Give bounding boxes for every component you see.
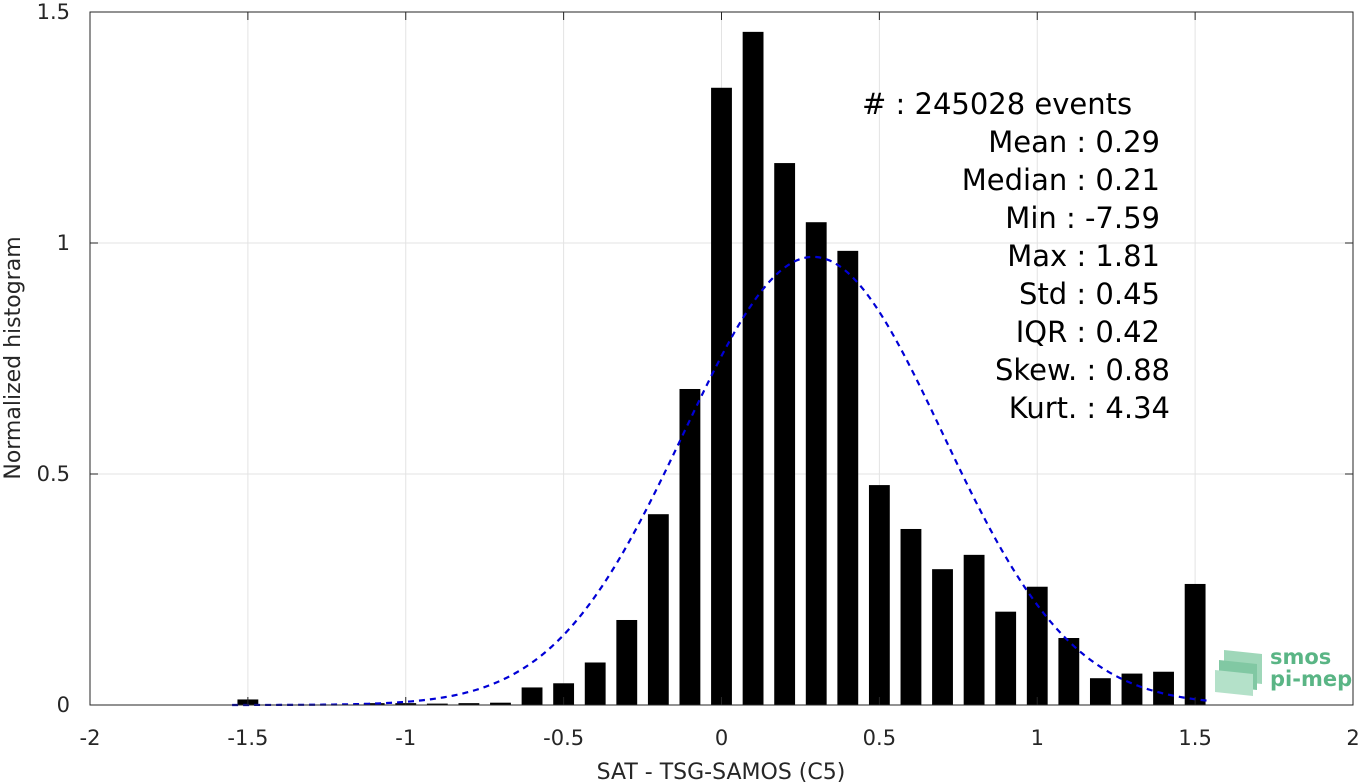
normal-fit-curve: [232, 255, 1212, 707]
histogram-bar: [616, 619, 638, 705]
stat-count: # : 245028 events: [862, 87, 1132, 121]
bars: [237, 31, 1206, 706]
histogram-bar: [1184, 583, 1206, 705]
x-tick-label: 1: [1031, 726, 1044, 750]
histogram-bar: [584, 662, 606, 705]
y-tick-label: 0.5: [37, 462, 70, 486]
histogram-bar: [963, 554, 985, 705]
x-tick-label: -0.5: [543, 726, 584, 750]
logo-line1: smos: [1270, 645, 1331, 669]
smos-pi-mep-logo: smos pi-mep: [1215, 645, 1352, 696]
stats-box: # : 245028 events Mean : 0.29 Median : 0…: [862, 87, 1170, 425]
stat-median: Median : 0.21: [962, 163, 1160, 197]
histogram-bar: [774, 163, 796, 706]
x-tick-label: 1.5: [1178, 726, 1211, 750]
stat-kurt: Kurt. : 4.34: [1009, 391, 1170, 425]
histogram-bar: [1089, 678, 1111, 705]
stat-iqr: IQR : 0.42: [1016, 315, 1160, 349]
histogram-bar: [742, 31, 764, 705]
x-axis-label: SAT - TSG-SAMOS (C5): [597, 760, 846, 784]
y-tick-labels: 0 0.5 1 1.5: [37, 0, 70, 717]
histogram-bar: [711, 87, 732, 705]
histogram-bar: [679, 388, 701, 705]
histogram-bar: [868, 485, 890, 705]
histogram-bar: [1153, 671, 1174, 705]
logo-line2: pi-mep: [1270, 667, 1352, 691]
x-tick-labels: -2 -1.5 -1 -0.5 0 0.5 1 1.5 2: [80, 726, 1360, 750]
histogram-bar: [363, 703, 385, 705]
y-tick-label: 1.5: [37, 0, 70, 24]
histogram-bar: [900, 528, 922, 705]
stat-std: Std : 0.45: [1019, 277, 1160, 311]
x-tick-label: -1.5: [227, 726, 268, 750]
stat-skew: Skew. : 0.88: [995, 353, 1170, 387]
x-tick-label: 0: [715, 726, 728, 750]
axes: [89, 11, 1354, 706]
histogram-bar: [995, 611, 1017, 705]
histogram-bar: [837, 250, 859, 705]
x-tick-label: 0.5: [863, 726, 896, 750]
stat-mean: Mean : 0.29: [988, 125, 1160, 159]
stat-min: Min : -7.59: [1005, 201, 1160, 235]
histogram-bar: [1121, 673, 1143, 705]
y-tick-label: 1: [57, 231, 70, 255]
stat-max: Max : 1.81: [1007, 239, 1160, 273]
histogram-bar: [647, 514, 669, 705]
histogram-bar: [490, 702, 511, 705]
x-tick-label: 2: [1346, 726, 1359, 750]
histogram-bar: [458, 703, 480, 705]
x-tick-label: -2: [80, 726, 101, 750]
histogram-bar: [521, 687, 543, 705]
histogram-bar: [805, 222, 827, 705]
histogram-bar: [1026, 586, 1048, 705]
histogram-bar: [553, 683, 575, 705]
histogram-bar: [1058, 638, 1080, 705]
histogram-bar: [932, 569, 953, 705]
histogram-bar: [426, 703, 448, 705]
y-axis-label: Normalized histogram: [1, 236, 26, 479]
x-tick-label: -1: [395, 726, 416, 750]
logo-wave-icon: [1215, 650, 1262, 696]
y-tick-label: 0: [57, 693, 70, 717]
